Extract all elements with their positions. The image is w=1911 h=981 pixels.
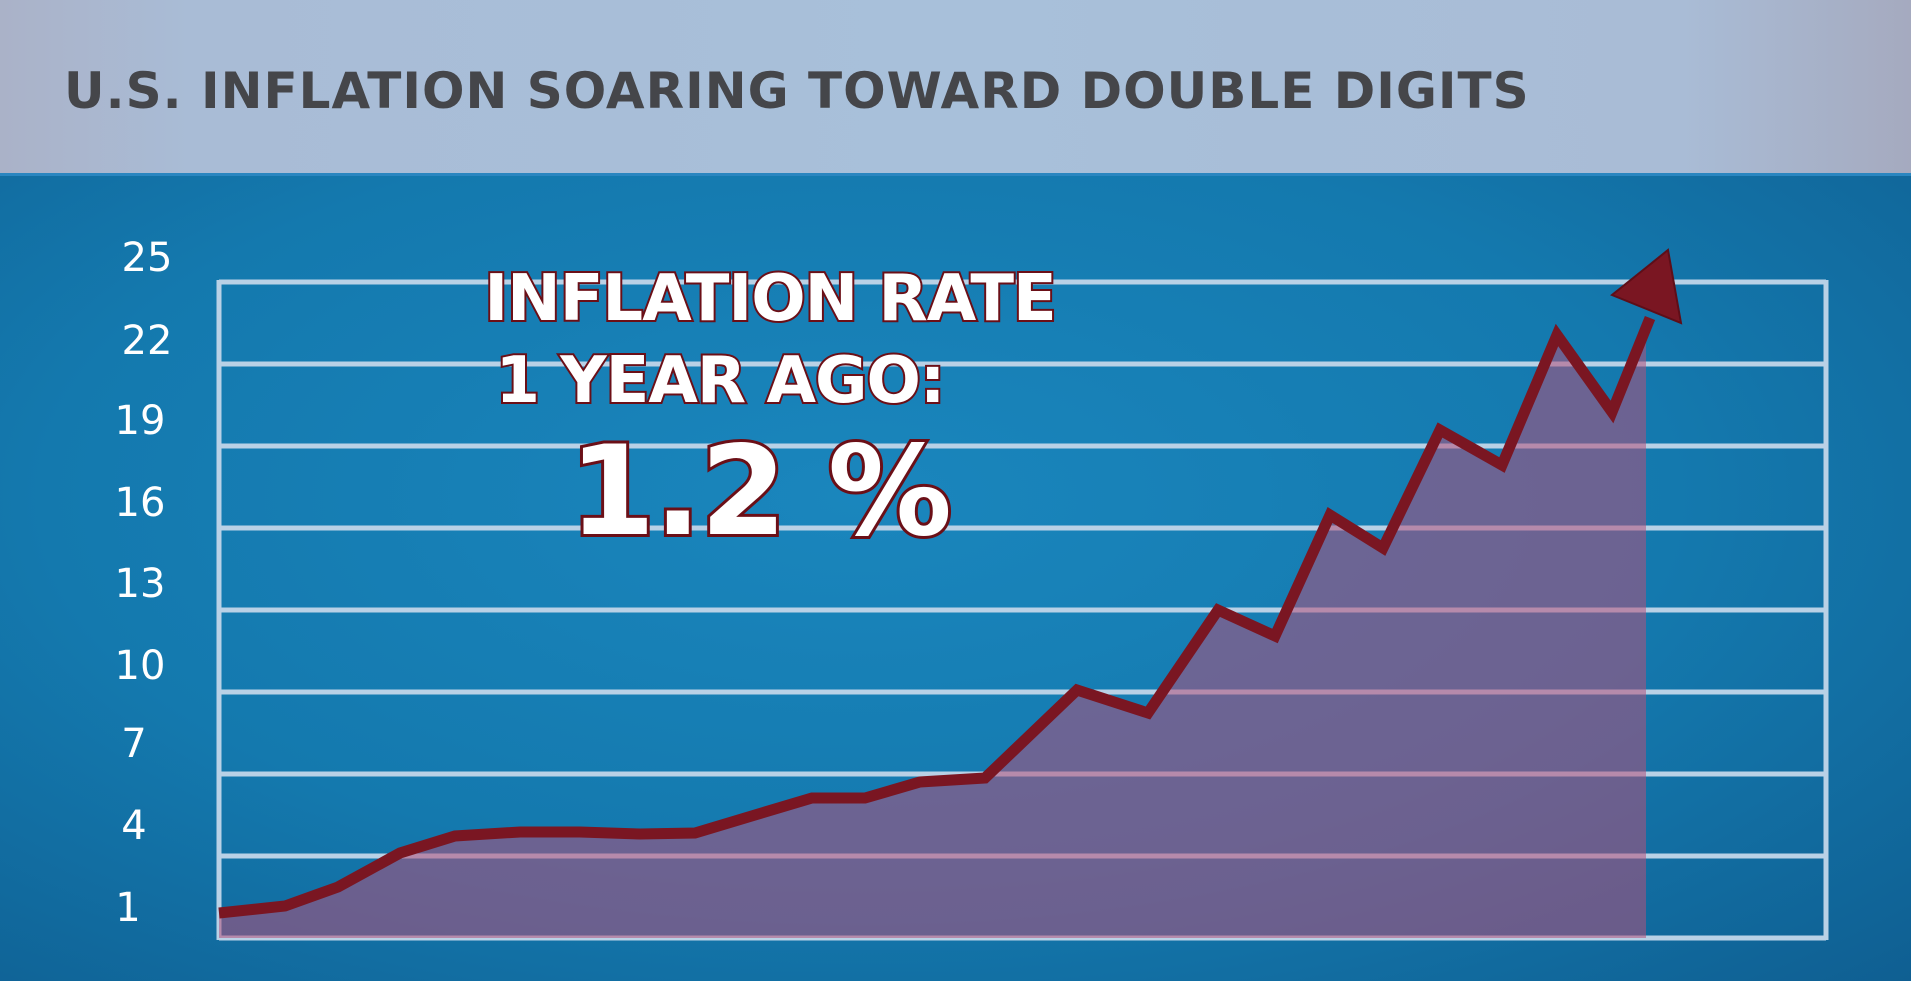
y-tick-label: 4 (121, 803, 147, 849)
arrow-up-icon (1610, 248, 1683, 325)
y-tick-label: 10 (114, 643, 166, 689)
y-tick-label: 1 (115, 885, 141, 931)
callout-subtitle: 1 YEAR AGO: (493, 342, 947, 420)
title-band: U.S. INFLATION SOARING TOWARD DOUBLE DIG… (0, 0, 1911, 176)
y-tick-label: 22 (121, 318, 173, 364)
y-tick-label: 7 (121, 721, 147, 767)
area-fill (219, 330, 1646, 938)
y-tick-label: 16 (114, 480, 166, 526)
callout-title: INFLATION RATE (482, 260, 1058, 338)
page-title: U.S. INFLATION SOARING TOWARD DOUBLE DIG… (64, 62, 1530, 120)
y-tick-label: 25 (121, 235, 173, 281)
y-tick-label: 13 (114, 561, 166, 607)
callout-value: 1.2 % (566, 417, 955, 567)
inflation-line (218, 315, 1656, 919)
y-tick-label: 19 (114, 398, 166, 444)
